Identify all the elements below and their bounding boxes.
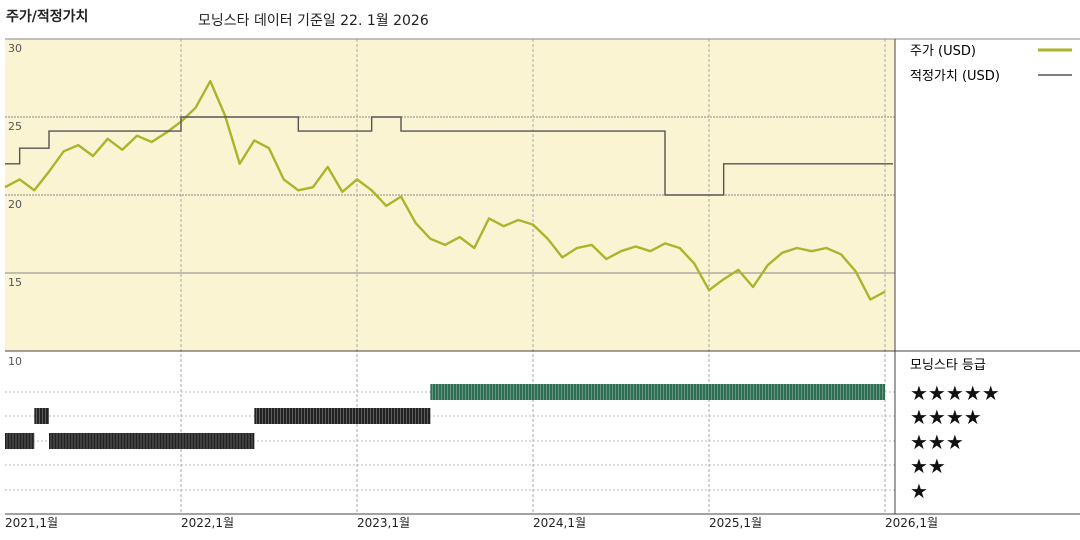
rating-bars-layer bbox=[5, 384, 885, 449]
star-level-label: ★★★★ bbox=[910, 405, 982, 429]
x-tick-label: 2026,1월 bbox=[885, 516, 938, 530]
legend-fair-value-label: 적정가치 (USD) bbox=[910, 69, 1000, 84]
star-level-label: ★★★ bbox=[910, 430, 964, 454]
star-levels: ★★★★★★★★★★★★★★★ bbox=[910, 381, 1000, 503]
rating-bar bbox=[34, 408, 49, 424]
legend-price-label: 주가 (USD) bbox=[910, 44, 976, 59]
rating-bar bbox=[49, 433, 255, 449]
rating-scale-label: 10 bbox=[8, 355, 22, 368]
fair-value-series-line bbox=[5, 116, 893, 196]
y-tick-label: 30 bbox=[8, 42, 22, 55]
rating-bar bbox=[254, 408, 431, 424]
y-axis-ticks: 30 25 20 15 10 bbox=[8, 42, 22, 368]
rating-bar bbox=[430, 384, 885, 400]
series-layer bbox=[4, 79, 893, 301]
x-tick-label: 2024,1월 bbox=[533, 516, 586, 530]
x-tick-label: 2021,1월 bbox=[5, 516, 58, 530]
x-tick-label: 2023,1월 bbox=[357, 516, 410, 530]
chart-title: 주가/적정가치 bbox=[6, 9, 89, 25]
x-tick-label: 2025,1월 bbox=[709, 516, 762, 530]
y-tick-label: 20 bbox=[8, 198, 22, 211]
star-level-label: ★★★★★ bbox=[910, 381, 1000, 405]
x-axis-ticks: 2021,1월 2022,1월 2023,1월 2024,1월 2025,1월 2026,… bbox=[5, 516, 938, 530]
y-tick-label: 15 bbox=[8, 276, 22, 289]
chart-subtitle: 모닝스타 데이터 기준일 22. 1월 2026 bbox=[198, 13, 429, 29]
rating-bar bbox=[5, 433, 35, 449]
x-tick-label: 2022,1월 bbox=[181, 516, 234, 530]
rating-panel-title: 모닝스타 등급 bbox=[910, 358, 986, 373]
star-level-label: ★★ bbox=[910, 454, 946, 478]
y-tick-label: 25 bbox=[8, 120, 22, 133]
star-level-label: ★ bbox=[910, 479, 928, 503]
